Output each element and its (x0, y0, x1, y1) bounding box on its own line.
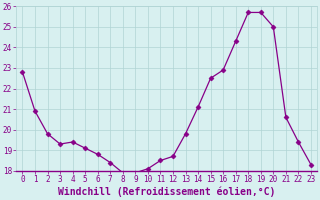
X-axis label: Windchill (Refroidissement éolien,°C): Windchill (Refroidissement éolien,°C) (58, 187, 276, 197)
